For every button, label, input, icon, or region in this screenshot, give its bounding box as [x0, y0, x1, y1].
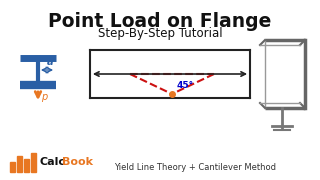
Text: a: a: [47, 57, 53, 67]
Bar: [17, 156, 22, 172]
Text: Yield Line Theory + Cantilever Method: Yield Line Theory + Cantilever Method: [114, 163, 276, 172]
Bar: [10, 162, 15, 172]
Text: Step-By-Step Tutorial: Step-By-Step Tutorial: [98, 27, 222, 40]
Text: Book: Book: [62, 157, 93, 167]
Text: Calc: Calc: [40, 157, 66, 167]
Bar: [24, 159, 29, 172]
Text: 45°: 45°: [177, 81, 194, 90]
Bar: [31, 153, 36, 172]
Text: p: p: [41, 92, 47, 102]
Text: Point Load on Flange: Point Load on Flange: [48, 12, 272, 31]
